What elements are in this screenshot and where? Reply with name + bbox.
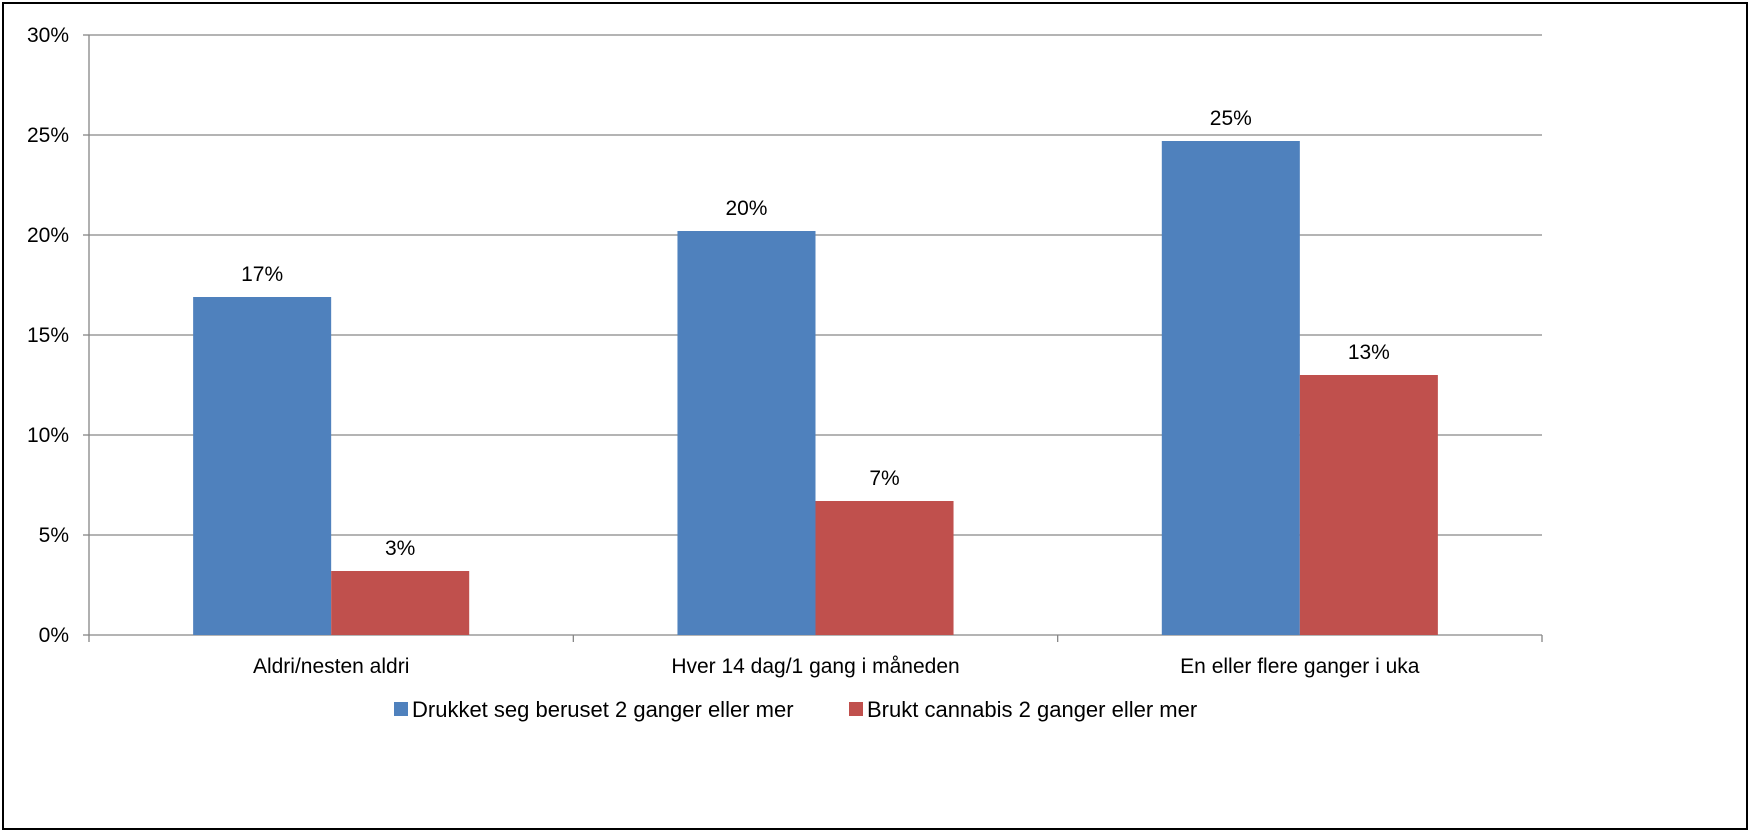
bar <box>677 231 816 635</box>
legend-swatch <box>394 702 408 716</box>
data-label: 25% <box>1210 107 1252 130</box>
bar <box>193 297 332 635</box>
data-label: 7% <box>869 467 899 490</box>
data-label: 13% <box>1348 341 1390 364</box>
bars <box>193 141 1438 635</box>
bar <box>815 501 954 635</box>
y-tick-label: 20% <box>27 224 69 247</box>
data-labels: 17% 3% 20% 7% 25% 13% <box>241 107 1390 560</box>
y-tick-label: 10% <box>27 424 69 447</box>
x-category-label: En eller flere ganger i uka <box>1180 655 1420 678</box>
y-tick-label: 15% <box>27 324 69 347</box>
y-tick-label: 0% <box>39 624 69 647</box>
legend-label: Drukket seg beruset 2 ganger eller mer <box>412 697 794 722</box>
bar <box>331 571 470 635</box>
legend: Drukket seg beruset 2 ganger eller mer Br… <box>394 697 1197 722</box>
y-tick-label: 30% <box>27 24 69 47</box>
data-label: 17% <box>241 263 283 286</box>
bar <box>1299 375 1438 635</box>
data-label: 20% <box>725 197 767 220</box>
bar-chart: 0% 5% 10% 15% 20% 25% 30% Aldri/nesten aldri Hve… <box>27 24 1543 722</box>
x-category-label: Hver 14 dag/1 gang i måneden <box>671 655 959 678</box>
legend-label: Brukt cannabis 2 ganger eller mer <box>867 697 1197 722</box>
y-tick-label: 5% <box>39 524 69 547</box>
y-tick-label: 25% <box>27 124 69 147</box>
x-category-label: Aldri/nesten aldri <box>253 655 409 678</box>
bar <box>1161 141 1300 635</box>
data-label: 3% <box>385 537 415 560</box>
legend-swatch <box>849 702 863 716</box>
